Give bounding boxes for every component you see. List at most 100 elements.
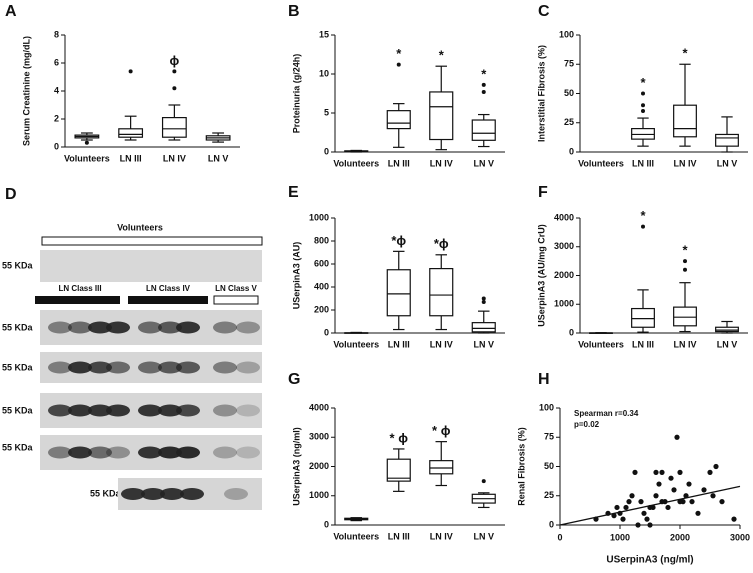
point [686,481,692,487]
y-tick-label: 2 [54,113,59,123]
marker-label: 55 KDa [2,442,34,452]
point [713,463,719,470]
blot-band [236,321,260,334]
point [653,493,659,499]
blot-band [68,321,92,334]
point [674,434,680,440]
y-tick-label: 4000 [554,212,574,222]
box [471,119,496,141]
blot-band [68,361,92,374]
group-label: LN Class V [215,284,257,293]
group-bar [35,296,120,304]
point [707,469,713,475]
x-tick-label: LN IV [673,158,696,168]
blot-band [158,361,182,374]
point [641,510,647,516]
y-tick-label: 8 [54,29,59,39]
y-tick-label: 10 [319,68,329,78]
outlier [481,299,486,304]
y-tick-label: 3000 [554,241,574,251]
group-bar [213,295,259,305]
y-tick-label: 25 [564,117,574,127]
point [731,516,737,522]
outlier [396,62,401,67]
blot-band [141,488,165,500]
box [386,269,411,317]
point [620,516,626,522]
blot-band [180,488,204,500]
box [673,306,697,327]
box [161,116,187,138]
box [386,110,411,130]
annotation: Spearman r=0.34 [574,409,639,418]
y-tick-label: 0 [569,327,574,337]
panel-letter: C [538,3,550,20]
y-axis-label: Renal Fibrosis (%) [516,427,526,506]
y-tick-label: 0 [569,146,574,156]
blot-band [160,488,184,500]
point [710,493,716,499]
x-axis-label: USerpinA3 (ng/ml) [606,555,693,566]
outlier [683,259,687,264]
point [638,499,644,505]
point [689,499,695,505]
blot-band [176,446,200,459]
x-tick-label: LN III [120,153,142,163]
annotation: * [439,48,445,63]
outlier [683,267,687,272]
box [386,458,411,482]
y-tick-label: 50 [544,461,554,471]
y-tick-label: 800 [314,235,329,245]
blot-band [88,321,112,334]
outlier [641,224,645,229]
x-tick-label: 3000 [730,532,750,542]
box [631,307,655,328]
point [671,487,677,493]
annotation: p=0.02 [574,420,600,429]
x-tick-label: LN III [632,158,654,168]
annotation: * ϕ [432,423,451,438]
blot-band [138,361,162,374]
blot-band [106,321,130,334]
outlier [128,69,133,74]
box [715,326,739,333]
annotation: * [481,66,487,81]
outlier [641,109,645,114]
annotation: ϕ [170,53,180,68]
outlier [641,91,645,96]
blot-band [176,321,200,334]
x-tick-label: Volunteers [333,339,379,349]
outlier [84,140,89,145]
blot-band [48,404,72,417]
y-tick-label: 0 [549,519,554,529]
y-tick-label: 25 [544,490,554,500]
blot-header: Volunteers [117,222,163,232]
x-tick-label: Volunteers [64,153,110,163]
point [677,499,683,505]
y-axis-label: USerpinA3 (ng/ml) [291,427,301,506]
fit-line [559,485,741,526]
marker-label: 55 KDa [2,260,34,270]
y-tick-label: 3000 [309,432,329,442]
group-label: LN Class IV [146,284,191,293]
outlier [481,89,486,94]
point [659,469,665,475]
box [715,133,739,147]
blot-band [158,321,182,334]
blot-band [138,404,162,417]
annotation: *ϕ [434,236,449,251]
blot-band [68,404,92,417]
point [614,504,620,511]
y-tick-label: 0 [324,146,329,156]
blot-band [48,446,72,459]
x-tick-label: Volunteers [578,339,624,349]
blot-band [176,361,200,374]
annotation: * [640,75,646,90]
x-tick-label: LN V [473,158,494,168]
x-tick-label: LN V [473,339,494,349]
point [668,475,674,481]
blot-band [138,321,162,334]
point [629,493,635,499]
box [429,91,454,141]
